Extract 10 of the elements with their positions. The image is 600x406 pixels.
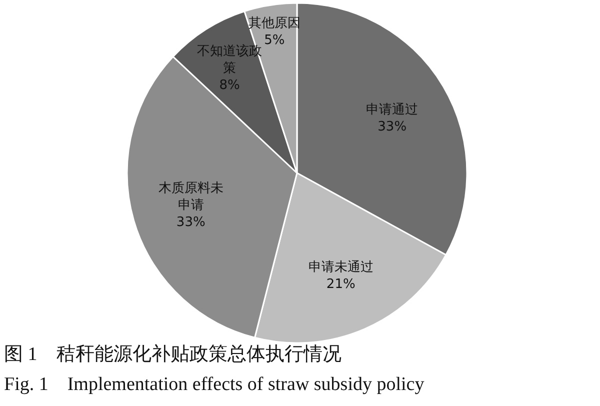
- data-label: 8%: [219, 78, 240, 93]
- slice-label: 申请未通过: [308, 260, 374, 275]
- slice-label: 申请通过: [366, 102, 418, 118]
- data-label: 21%: [326, 276, 356, 292]
- slice-label: 木质原料未申请: [158, 180, 224, 213]
- data-label: 5%: [264, 32, 285, 48]
- caption: 图 1 秸秆能源化补贴政策总体执行情况: [4, 343, 342, 365]
- data-label: 33%: [378, 119, 407, 134]
- caption: Fig. 1 Implementation effects of straw subsidy policy: [4, 374, 425, 395]
- data-label: 33%: [176, 214, 206, 230]
